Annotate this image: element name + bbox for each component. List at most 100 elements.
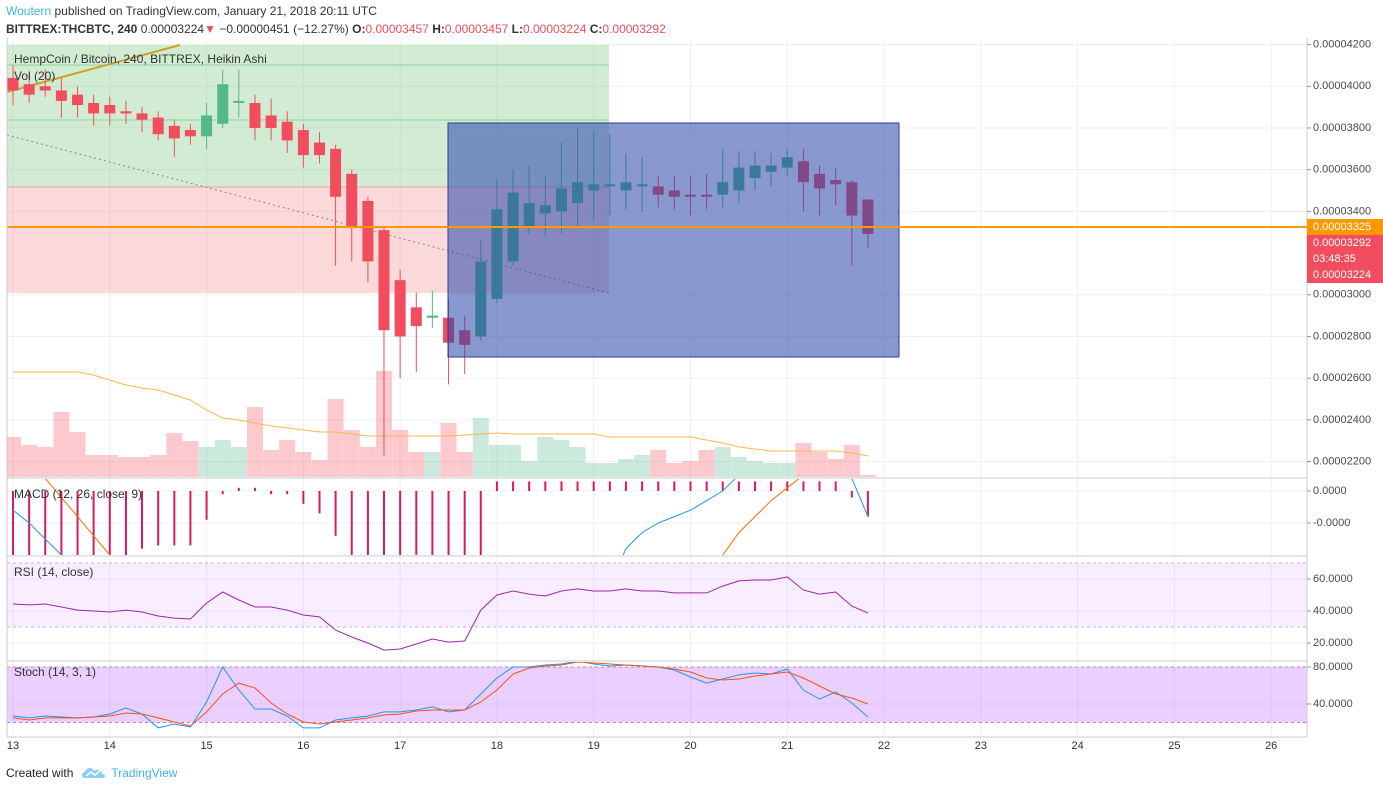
macd-histogram-bar xyxy=(705,481,708,491)
macd-histogram-bar xyxy=(447,491,450,555)
y-tick-label: 0.00004200 xyxy=(1313,38,1371,50)
volume-bar xyxy=(263,450,280,477)
volume-bar xyxy=(53,412,70,477)
macd-histogram-bar xyxy=(592,481,595,491)
volume-bar xyxy=(327,399,344,477)
y-tick-label: 0.00003000 xyxy=(1313,289,1371,301)
candle-body xyxy=(136,113,148,120)
macd-histogram-bar xyxy=(76,491,79,555)
macd-histogram-bar xyxy=(495,481,498,491)
macd-histogram-bar xyxy=(544,481,547,491)
x-tick-label: 16 xyxy=(297,740,309,752)
macd-histogram-bar xyxy=(173,491,176,546)
macd-histogram-bar xyxy=(528,481,531,491)
macd-histogram-bar xyxy=(382,491,385,555)
macd-legend: MACD (12, 26, close, 9) xyxy=(14,487,142,501)
volume-bar xyxy=(714,447,731,477)
volume-bar xyxy=(166,433,183,477)
x-tick-label: 25 xyxy=(1168,740,1180,752)
x-tick-label: 15 xyxy=(200,740,212,752)
price-label: 0.00003224 xyxy=(1313,269,1371,281)
y-tick-label: 0.00003800 xyxy=(1313,122,1371,134)
volume-bar xyxy=(779,463,796,477)
macd-histogram-bar xyxy=(560,481,563,491)
price-label-bg xyxy=(1307,267,1383,284)
volume-bar xyxy=(553,440,570,477)
logo xyxy=(82,768,106,778)
rsi-line xyxy=(12,576,869,651)
candle-body xyxy=(217,84,229,124)
price-label: 03:48:35 xyxy=(1313,253,1356,265)
candle-body xyxy=(72,94,84,106)
macd-histogram-bar xyxy=(253,487,256,491)
macd-histogram-bar xyxy=(350,491,353,555)
open-value: 0.00003457 xyxy=(365,22,429,36)
last-price: 0.00003224 xyxy=(140,22,205,36)
candle-body xyxy=(314,142,326,156)
down-arrow: ▼ xyxy=(204,22,216,36)
macd-histogram-bar xyxy=(737,481,740,491)
volume-bar xyxy=(585,463,602,477)
volume-bar xyxy=(488,445,505,477)
close-value: 0.00003292 xyxy=(602,22,666,36)
y-tick-label: 0.00002800 xyxy=(1313,330,1371,342)
candle-body xyxy=(426,315,438,318)
price-label: 0.00003325 xyxy=(1313,221,1371,233)
range-box xyxy=(447,122,900,358)
macd-histogram-bar xyxy=(479,491,482,555)
price-label-bg xyxy=(1307,251,1383,268)
price-label-bg xyxy=(1307,235,1383,252)
candle-body xyxy=(104,105,116,114)
price-label: 0.00003292 xyxy=(1313,237,1371,249)
volume-bar xyxy=(440,423,457,477)
candle-body xyxy=(297,130,309,156)
macd-histogram-bar xyxy=(657,481,660,491)
macd-histogram-bar xyxy=(866,491,869,517)
candle-body xyxy=(7,77,19,91)
volume-bar xyxy=(359,447,376,477)
brand-link[interactable]: TradingView xyxy=(111,766,178,780)
volume-bar xyxy=(101,455,118,477)
volume-bar xyxy=(472,418,489,477)
volume-bar xyxy=(537,437,554,477)
macd-histogram-bar xyxy=(624,481,627,491)
volume-bar xyxy=(456,452,473,477)
volume-bar xyxy=(682,461,699,477)
stoch-band xyxy=(7,666,1307,723)
volume-bar xyxy=(295,452,312,477)
symbol: BITTREX:THCBTC, 240 xyxy=(6,22,138,36)
candle-body xyxy=(23,84,35,95)
macd-histogram-bar xyxy=(92,491,95,555)
volume-ma-line xyxy=(13,371,868,457)
volume-bar xyxy=(182,441,199,477)
macd-pane xyxy=(12,479,869,555)
macd-histogram-bar xyxy=(850,491,853,498)
macd-histogram-bar xyxy=(463,491,466,555)
author-link[interactable]: Woutern xyxy=(6,4,52,18)
volume-bar xyxy=(747,461,764,477)
macd-histogram-bar xyxy=(673,481,676,491)
x-tick-label: 24 xyxy=(1071,740,1083,752)
macd-histogram-bar xyxy=(189,491,192,546)
candle-body xyxy=(152,117,164,135)
volume-bar xyxy=(230,447,247,477)
stoch-pane xyxy=(7,662,1307,729)
volume-bar xyxy=(21,445,38,477)
volume-bar xyxy=(634,455,651,477)
volume-bar xyxy=(650,450,667,477)
rsi-pane xyxy=(7,562,1307,651)
candle-body xyxy=(55,90,67,101)
volume-bar xyxy=(85,455,102,477)
volume-bar xyxy=(730,457,747,477)
x-tick-label: 26 xyxy=(1265,740,1277,752)
macd-histogram-bar xyxy=(44,491,47,555)
macd-histogram-bar xyxy=(512,481,515,491)
volume-bar xyxy=(134,457,151,477)
volume-bar xyxy=(150,455,167,477)
rsi-band xyxy=(7,563,1307,628)
macd-histogram-bar xyxy=(431,491,434,555)
volume-bar xyxy=(408,452,425,477)
trend-line xyxy=(7,44,181,93)
